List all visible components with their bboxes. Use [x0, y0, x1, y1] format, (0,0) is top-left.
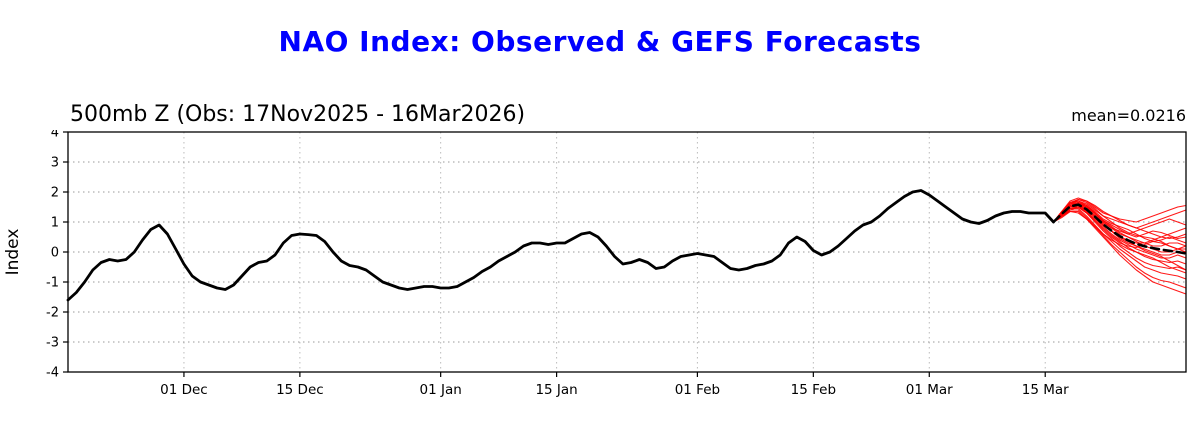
- x-tick-label: 01 Dec: [160, 382, 208, 398]
- gefs-member-line: [1052, 206, 1187, 253]
- gefs-member-line: [1052, 209, 1187, 289]
- ensemble-mean-line: [1052, 203, 1188, 255]
- gefs-member-line: [1052, 197, 1187, 240]
- x-tick-label: 15 Feb: [791, 382, 836, 398]
- plot-area: -4 -3 -2 -1 0 1 2 3 4 01 Dec 15 Dec 01 Jan 15 Jan 01 …: [0, 130, 1200, 408]
- y-tick-label: -1: [46, 276, 59, 291]
- y-tick-label: -2: [46, 306, 59, 321]
- y-tick-label: 1: [51, 216, 59, 231]
- x-tick-label: 01 Mar: [906, 382, 953, 398]
- y-tick-label: 4: [51, 130, 59, 141]
- forecast-mean-label: mean=0.0216: [1071, 106, 1186, 125]
- x-tick-label: 15 Dec: [276, 382, 324, 398]
- y-tick-label: -4: [46, 366, 59, 381]
- gefs-member-line: [1052, 198, 1187, 250]
- chart-subtitle: 500mb Z (Obs: 17Nov2025 - 16Mar2026): [70, 102, 526, 127]
- y-tick-label: 3: [51, 156, 59, 171]
- y-tick-label: 2: [51, 186, 59, 201]
- gefs-member-line: [1052, 210, 1187, 274]
- nao-index-chart: -4 -3 -2 -1 0 1 2 3 4 01 Dec 15 Dec 01 Jan 15 Jan 01 …: [3, 130, 1188, 398]
- observed-line: [66, 189, 1055, 302]
- chart-header: 500mb Z (Obs: 17Nov2025 - 16Mar2026) mea…: [70, 102, 1186, 127]
- y-tick-label: -3: [46, 336, 59, 351]
- gefs-member-line: [1052, 210, 1187, 295]
- x-tick-label: 01 Feb: [675, 382, 720, 398]
- chart-title: NAO Index: Observed & GEFS Forecasts: [278, 25, 922, 58]
- y-tick-label: 0: [51, 246, 59, 261]
- gefs-member-line: [1052, 201, 1187, 244]
- x-tick-label: 01 Jan: [420, 382, 462, 398]
- x-tick-label: 15 Mar: [1022, 382, 1069, 398]
- y-axis-label: Index: [3, 229, 23, 276]
- x-tick-label: 15 Jan: [535, 382, 577, 398]
